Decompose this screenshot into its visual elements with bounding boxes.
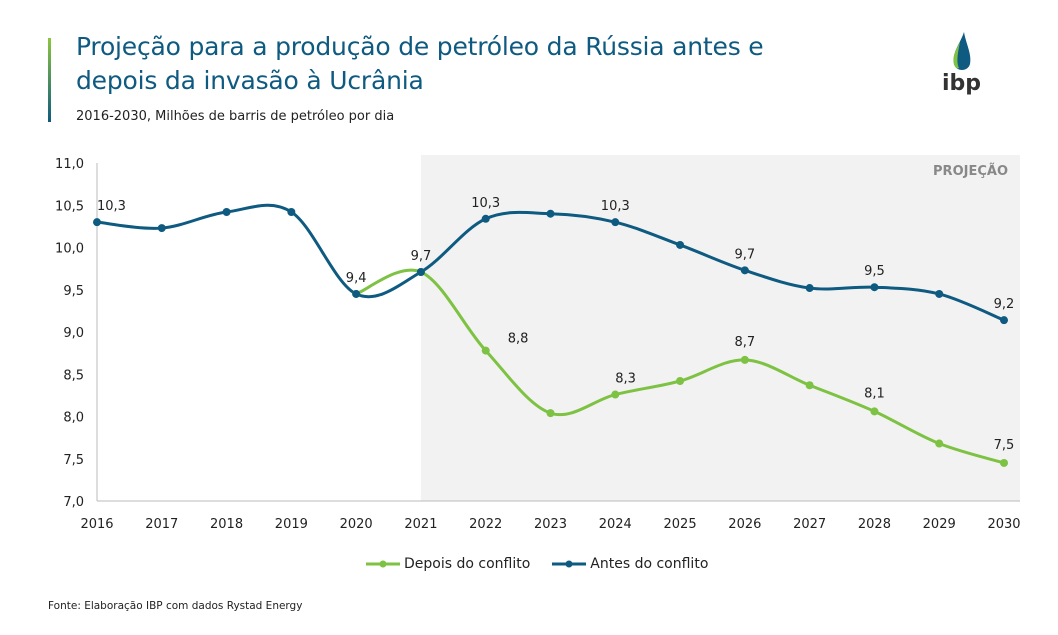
ibp-logo: ibp: [942, 32, 981, 96]
data-point: [481, 346, 490, 355]
legend-marker-depois-icon: [366, 560, 400, 568]
logo-drop-green-icon: [953, 42, 960, 69]
series-points: [93, 208, 1008, 467]
data-point: [611, 390, 620, 399]
data-label: 9,5: [864, 264, 885, 279]
legend-marker-antes-icon: [552, 560, 587, 568]
x-tick-label: 2025: [664, 517, 697, 532]
x-tick-label: 2023: [534, 517, 567, 532]
data-point: [611, 218, 620, 227]
data-point: [676, 240, 685, 249]
data-point: [157, 224, 166, 233]
x-tick-label: 2020: [340, 517, 373, 532]
legend-label-antes: Antes do conflito: [590, 556, 709, 572]
data-point: [546, 409, 555, 418]
title-accent-bar: [48, 38, 51, 122]
x-tick-label: 2027: [793, 517, 826, 532]
data-point: [1000, 316, 1008, 325]
y-tick-label: 7,0: [63, 495, 84, 510]
data-label: 9,7: [411, 249, 432, 264]
legend-item-antes: Antes do conflito: [552, 556, 708, 572]
x-tick-label: 2028: [858, 517, 891, 532]
legend-label-depois: Depois do conflito: [404, 556, 531, 572]
legend-item-depois: Depois do conflito: [366, 556, 530, 572]
projection-label: PROJEÇÃO: [933, 163, 1008, 179]
data-point: [93, 218, 101, 227]
x-tick-label: 2030: [987, 517, 1020, 532]
x-tick-label: 2017: [145, 517, 178, 532]
logo-drop-blue-icon: [953, 32, 971, 70]
data-point: [1000, 458, 1008, 467]
data-label: 8,8: [508, 332, 529, 347]
data-label: 8,1: [864, 386, 885, 401]
x-tick-label: 2018: [210, 517, 243, 532]
y-tick-label: 8,0: [63, 411, 84, 426]
x-tick-labels: 2016 2017 2018 2019 2020 2021 2022 2023 2024 2025…: [80, 517, 1020, 532]
data-label: 8,7: [735, 335, 756, 350]
chart-subtitle: 2016-2030, Milhões de barris de petróleo…: [76, 109, 395, 124]
data-point: [870, 407, 879, 416]
y-tick-label: 10,5: [55, 199, 84, 214]
x-tick-label: 2026: [728, 517, 761, 532]
data-point: [222, 208, 231, 217]
data-point: [935, 439, 944, 448]
x-tick-label: 2019: [275, 517, 308, 532]
data-label: 9,7: [735, 247, 756, 262]
y-tick-label: 8,5: [63, 368, 84, 383]
data-point: [740, 266, 749, 275]
y-tick-label: 10,0: [55, 242, 84, 257]
data-label: 7,5: [994, 438, 1015, 453]
y-tick-label: 9,5: [63, 284, 84, 299]
x-tick-label: 2024: [599, 517, 632, 532]
data-point: [740, 355, 749, 364]
data-point: [481, 214, 490, 223]
x-tick-label: 2021: [404, 517, 437, 532]
x-tick-label: 2029: [923, 517, 956, 532]
data-point: [352, 289, 361, 298]
data-label: 9,2: [994, 297, 1015, 312]
data-point: [546, 209, 555, 218]
y-tick-label: 7,5: [63, 453, 84, 468]
data-label: 10,3: [601, 199, 630, 214]
logo-text: ibp: [942, 71, 981, 96]
line-chart: PROJEÇÃO 7,07,58,08,59,09,510,010,511,0 …: [55, 155, 1021, 532]
data-point: [935, 289, 944, 298]
data-labels: 8,8 8,3 8,7 8,1 7,5 10,3 9,4 9,7 10,3 10,3 9,7 9,5 9…: [97, 196, 1014, 453]
x-tick-label: 2022: [469, 517, 502, 532]
projection-region: [420, 155, 1020, 501]
data-point: [676, 377, 685, 386]
x-tick-label: 2016: [80, 517, 113, 532]
data-label: 10,3: [97, 199, 126, 214]
data-point: [870, 283, 879, 292]
data-point: [805, 284, 814, 293]
chart-title: Projeção para a produção de petróleo da …: [76, 30, 764, 98]
title-line-2: depois da invasão à Ucrânia: [76, 66, 424, 95]
data-point: [416, 268, 425, 277]
data-point: [287, 208, 296, 217]
y-tick-label: 9,0: [63, 326, 84, 341]
source-note: Fonte: Elaboração IBP com dados Rystad E…: [48, 600, 303, 612]
data-label: 10,3: [471, 196, 500, 211]
legend: Depois do conflito Antes do conflito: [366, 556, 708, 572]
data-label: 8,3: [615, 372, 636, 387]
data-point: [805, 381, 814, 390]
y-tick-labels: 7,0 7,5 8,0 8,5 9,0 9,5 10,0 10,5 11,0: [55, 157, 84, 510]
title-line-1: Projeção para a produção de petróleo da …: [76, 32, 764, 61]
data-label: 9,4: [346, 271, 367, 286]
y-tick-label: 11,0: [55, 157, 84, 172]
